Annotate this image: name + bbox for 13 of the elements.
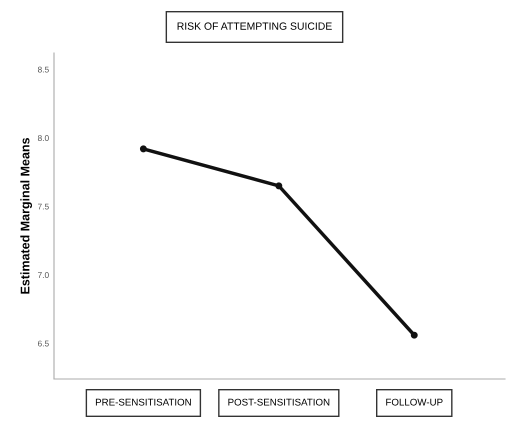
point [275,182,282,190]
x-tick-label: PRE-SENSITISATION [96,398,191,406]
x-tick-label: POST-SENSITISATION [228,398,330,406]
y-tick-label: 8.5 [38,66,49,73]
y-tick-label: 7.0 [38,272,49,278]
y-tick-label: 7.5 [38,204,49,210]
y-axis-title: Estimated Marginal Means [20,138,32,294]
y-tick-label: 6.5 [38,340,49,346]
point [140,145,147,152]
chart-title: RISK OF ATTEMPTING SUICIDE [178,22,332,30]
y-tick-label: 8.0 [38,135,49,142]
x-tick-label: FOLLOW-UP [386,398,443,406]
point [410,332,418,339]
